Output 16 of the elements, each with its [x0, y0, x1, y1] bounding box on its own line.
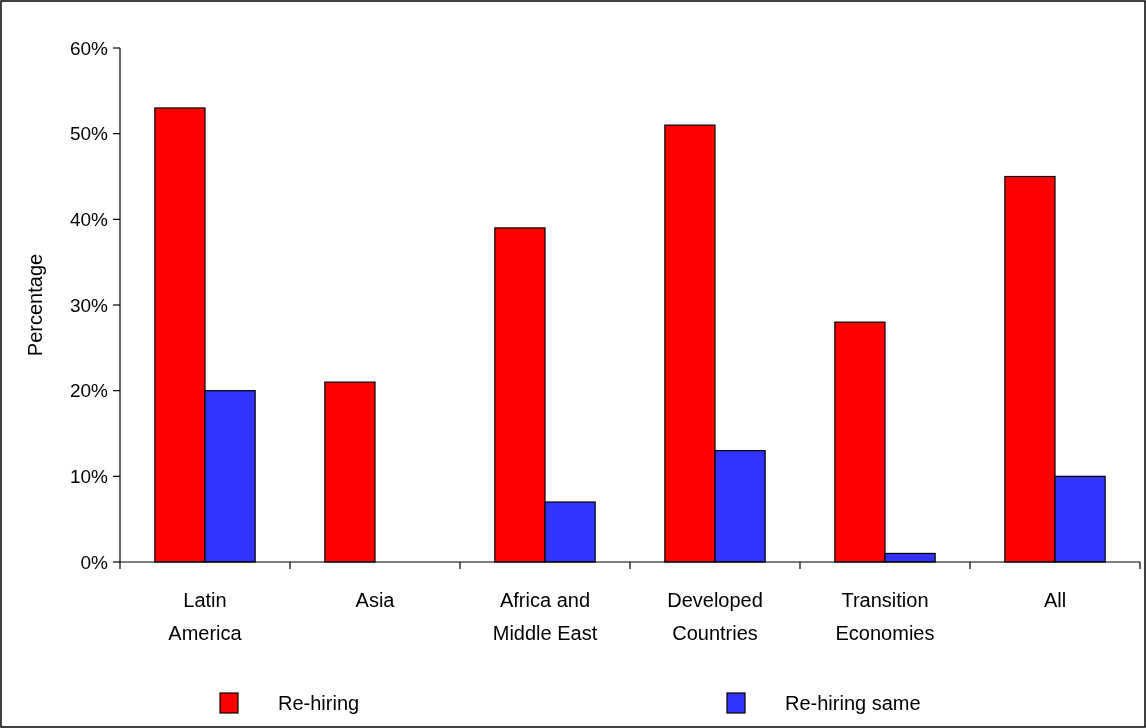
x-tick-label: Developed Countries	[667, 589, 763, 644]
x-tick-label: Asia	[355, 589, 396, 611]
y-tick-label: 10%	[69, 465, 109, 487]
x-tick-label: All	[1043, 589, 1067, 611]
y-tick-label: 50%	[69, 123, 109, 145]
y-tick-label: 0%	[80, 551, 109, 573]
legend-label: Re-hiring same	[785, 692, 921, 714]
y-tick-label: 20%	[69, 380, 109, 402]
y-tick-label: 60%	[69, 37, 109, 59]
legend-label: Re-hiring	[278, 692, 360, 714]
x-tick-label: Transition Economies	[835, 589, 935, 644]
x-tick-label: Africa and Middle East	[492, 589, 598, 644]
y-axis-title: Percentage	[24, 253, 46, 357]
x-tick-label: Latin America	[168, 589, 243, 644]
y-tick-label: 30%	[69, 294, 109, 316]
y-tick-label: 40%	[69, 208, 109, 230]
